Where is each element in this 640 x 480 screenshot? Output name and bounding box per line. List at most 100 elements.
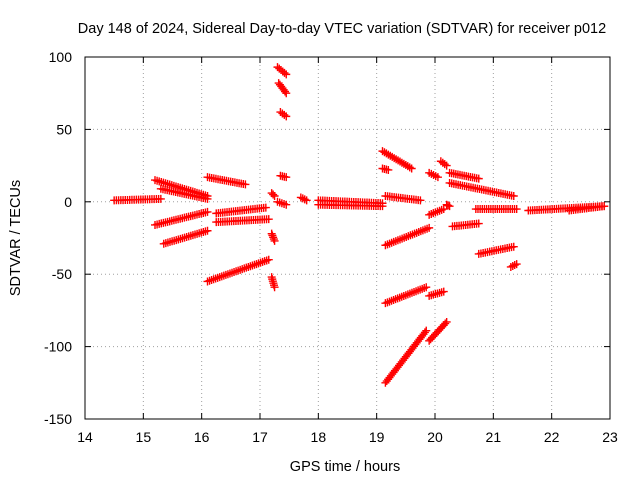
data-point-marker — [280, 87, 289, 96]
y-axis-label: SDTVAR / TECUs — [8, 180, 24, 296]
series-arc34 — [445, 178, 518, 201]
series-arc40 — [565, 202, 609, 215]
data-point-marker — [441, 319, 450, 328]
series-arc35 — [448, 219, 483, 231]
series-arc30 — [442, 200, 454, 211]
data-point-marker — [264, 215, 273, 224]
data-point-marker — [270, 283, 279, 292]
series-arc6 — [203, 173, 250, 189]
grid-lines — [85, 57, 610, 419]
x-tick-label: 17 — [252, 429, 268, 445]
plot-frame — [84, 56, 611, 420]
y-tick-label: -150 — [44, 411, 72, 427]
series-arc22 — [378, 164, 393, 174]
data-point-marker — [416, 196, 425, 205]
series-arc15 — [276, 108, 291, 121]
series-arc32 — [425, 317, 451, 345]
series-arc10 — [267, 229, 279, 245]
series-arc28 — [425, 205, 448, 219]
series-arc18 — [296, 193, 311, 205]
data-point-marker — [268, 231, 277, 240]
data-point-marker — [512, 205, 521, 214]
data-point-marker — [203, 194, 212, 203]
data-point-marker — [439, 287, 448, 296]
series-arc23 — [381, 192, 425, 205]
series-arc29 — [436, 157, 451, 170]
x-tick-label: 14 — [77, 429, 93, 445]
x-tick-label: 18 — [311, 429, 327, 445]
data-point-marker — [282, 200, 291, 209]
series-arc33 — [445, 168, 483, 183]
data-point-marker — [261, 203, 270, 212]
x-tick-label: 20 — [427, 429, 443, 445]
axis-ticks: 14 15 16 17 18 19 20 21 22 23 100 50 0 -50 -100 -150 — [44, 49, 618, 445]
data-point-marker — [267, 229, 276, 238]
x-tick-label: 15 — [136, 429, 152, 445]
data-point-marker — [269, 190, 278, 199]
data-point-marker — [442, 161, 451, 170]
data-point-marker — [444, 201, 453, 210]
series-arc27 — [425, 168, 442, 182]
data-point-marker — [512, 260, 521, 269]
data-point-marker — [510, 261, 519, 270]
data-point-marker — [282, 70, 291, 79]
data-point-marker — [384, 165, 393, 174]
data-point-marker — [156, 194, 165, 203]
chart-title: Day 148 of 2024, Sidereal Day-to-day VTE… — [78, 21, 606, 37]
data-point-marker — [440, 160, 449, 169]
data-point-marker — [269, 235, 278, 244]
series-arc8 — [212, 215, 273, 227]
data-point-marker — [474, 174, 483, 183]
series-arc14 — [274, 79, 291, 98]
series-arc38 — [506, 260, 521, 271]
data-point-marker — [241, 180, 250, 189]
series-arc4 — [151, 207, 212, 229]
series-arc26 — [381, 326, 431, 387]
series-arc7 — [212, 203, 270, 218]
series-arc3 — [156, 184, 212, 203]
series-arc11 — [267, 273, 279, 292]
data-point-marker — [269, 233, 278, 242]
x-tick-label: 19 — [369, 429, 385, 445]
data-point-marker — [282, 173, 291, 182]
data-point-marker — [270, 236, 279, 245]
y-tick-label: 50 — [56, 121, 72, 137]
series-arc21 — [378, 147, 416, 173]
series-arc16 — [276, 171, 291, 182]
series-arc31 — [425, 287, 448, 300]
x-tick-label: 16 — [194, 429, 210, 445]
y-tick-label: -50 — [52, 266, 72, 282]
data-point-marker — [422, 283, 431, 292]
data-point-marker — [298, 194, 307, 203]
data-point-marker — [378, 202, 387, 211]
series-arc5 — [159, 226, 212, 248]
data-point-marker — [280, 110, 289, 119]
data-point-marker — [474, 219, 483, 228]
data-point-marker — [445, 202, 454, 211]
data-point-marker — [302, 196, 311, 205]
data-point-marker — [425, 223, 434, 232]
data-point-marker — [508, 261, 517, 270]
x-tick-label: 21 — [486, 429, 502, 445]
data-point-marker — [439, 205, 448, 214]
y-tick-label: 0 — [64, 194, 72, 210]
data-point-marker — [442, 317, 451, 326]
data-point-marker — [203, 226, 212, 235]
data-point-marker — [407, 164, 416, 173]
x-tick-label: 22 — [544, 429, 560, 445]
data-point-marker — [420, 328, 429, 337]
data-point-marker — [296, 193, 305, 202]
y-tick-label: -100 — [44, 339, 72, 355]
series-arc24 — [381, 223, 434, 250]
series-arc17 — [273, 197, 291, 209]
data-point-marker — [600, 202, 609, 211]
series-arc12 — [267, 189, 279, 201]
series-arc36 — [474, 242, 518, 258]
data-point-marker — [433, 173, 442, 182]
x-axis-label: GPS time / hours — [290, 459, 400, 475]
data-point-marker — [280, 68, 289, 77]
data-point-marker — [405, 163, 414, 172]
data-point-marker — [422, 326, 431, 335]
